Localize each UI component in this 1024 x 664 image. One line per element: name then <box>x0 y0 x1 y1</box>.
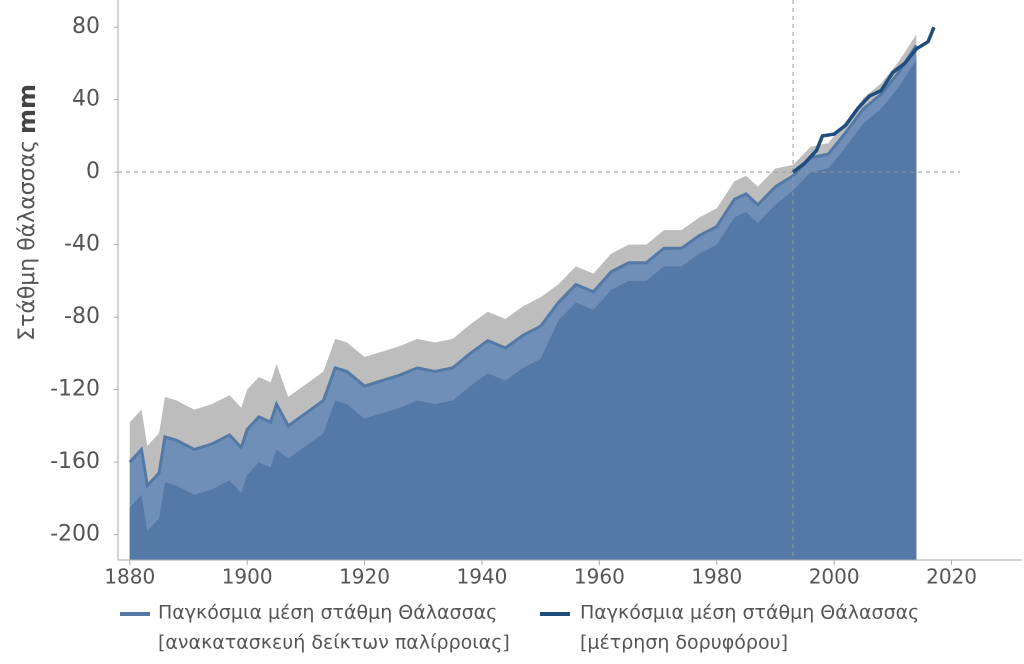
x-tick-label: 2000 <box>809 565 860 589</box>
y-tick-label: -200 <box>50 522 100 547</box>
x-tick-label: 1880 <box>104 565 155 589</box>
x-tick-label: 1960 <box>574 565 625 589</box>
x-tick-label: 1920 <box>339 565 390 589</box>
y-title: Στάθμη θάλασσας mm <box>13 84 41 341</box>
x-tick-label: 1980 <box>691 565 742 589</box>
y-tick-label: 0 <box>86 159 100 184</box>
satellite-line <box>791 26 936 174</box>
y-tick-label: -160 <box>50 449 100 474</box>
y-tick-label: -80 <box>64 304 100 329</box>
y-axis-unit: mm <box>13 84 41 134</box>
y-tick-label: 80 <box>72 14 100 39</box>
legend-detail: [ανακατασκευή δείκτων παλίρροιας] <box>158 632 510 654</box>
x-tick-label: 1900 <box>222 565 273 589</box>
x-tick-label: 2020 <box>926 565 977 589</box>
y-axis-label: Στάθμη θάλασσας <box>15 140 40 341</box>
lower-area <box>129 59 917 561</box>
tide-line <box>128 44 918 489</box>
legend-label: Παγκόσμια μέση στάθμη Θάλασσας <box>580 602 919 624</box>
legend-label: Παγκόσμια μέση στάθμη Θάλασσας <box>158 602 497 624</box>
x-tick-label: 1940 <box>456 565 507 589</box>
y-tick-label: -40 <box>64 232 100 257</box>
legend-detail: [μέτρηση δορυφόρου] <box>580 632 788 654</box>
y-tick-label: -120 <box>50 377 100 402</box>
y-tick-label: 40 <box>72 87 100 112</box>
